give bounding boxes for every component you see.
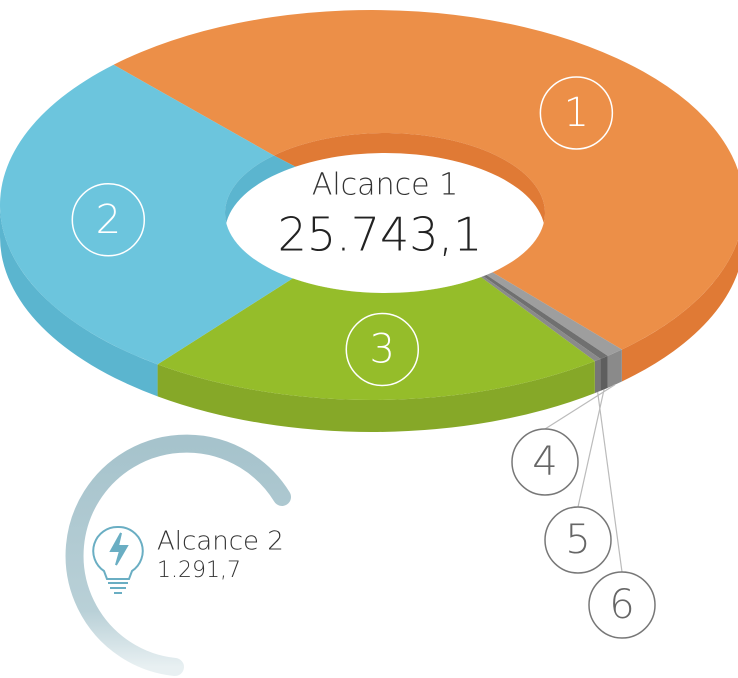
label-circle bbox=[544, 506, 612, 574]
segment bbox=[0, 64, 293, 365]
segment-side bbox=[621, 239, 738, 382]
segment-label: 6 bbox=[609, 582, 634, 628]
label-circle bbox=[345, 312, 420, 387]
segment-label: 3 bbox=[370, 326, 395, 372]
donut-hole bbox=[225, 132, 546, 293]
gauge-arc bbox=[65, 434, 291, 676]
label-circle bbox=[71, 183, 146, 257]
segment-side bbox=[607, 349, 622, 388]
segment-side bbox=[157, 361, 595, 432]
segment bbox=[486, 272, 622, 356]
segment bbox=[113, 10, 738, 350]
segment bbox=[157, 277, 595, 400]
segment-label: 1 bbox=[564, 90, 589, 136]
segment-label: 4 bbox=[532, 439, 557, 485]
label-circle bbox=[588, 571, 656, 639]
segment-label: 2 bbox=[96, 197, 121, 243]
segment-side bbox=[0, 205, 158, 397]
center-label: Alcance 1 bbox=[312, 168, 458, 203]
secondary-label: Alcance 2 bbox=[157, 527, 284, 557]
center-value: 25.743,1 bbox=[278, 208, 483, 262]
segment bbox=[480, 276, 601, 362]
segment bbox=[483, 274, 608, 359]
leader-line bbox=[597, 391, 623, 573]
segment-side bbox=[594, 358, 601, 394]
hole-floor bbox=[225, 153, 545, 293]
segment-labels: 1 456 3 2 bbox=[71, 76, 656, 639]
label-circle bbox=[539, 76, 614, 150]
bulb-icon bbox=[92, 525, 144, 594]
segment-label: 5 bbox=[565, 517, 590, 563]
segment-side bbox=[600, 355, 608, 391]
label-circle bbox=[511, 428, 579, 496]
donut bbox=[0, 10, 738, 432]
secondary-value: 1.291,7 bbox=[157, 558, 241, 583]
